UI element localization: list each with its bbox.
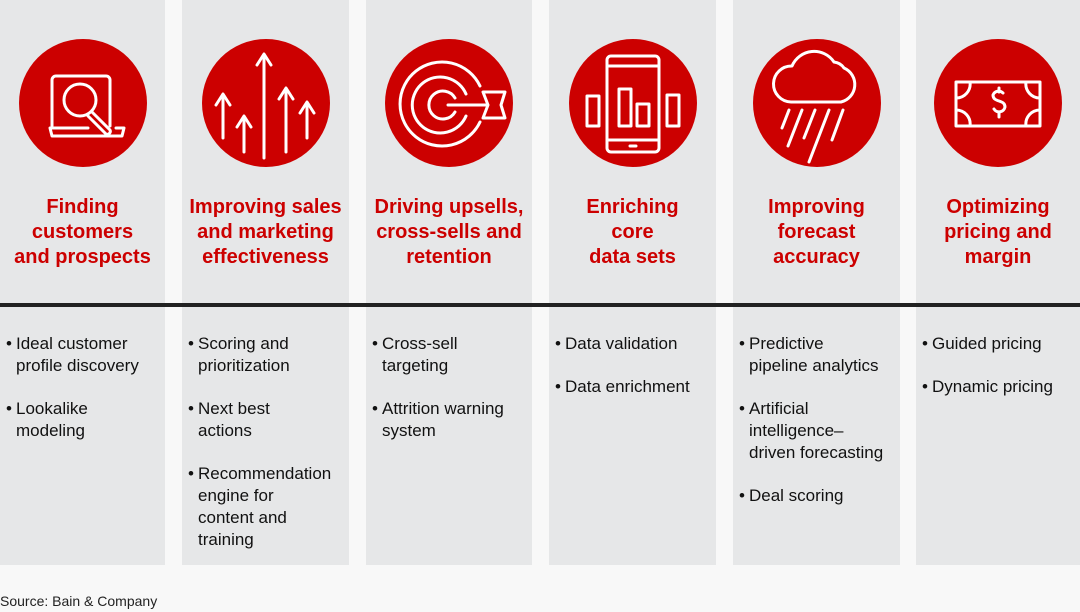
bullet-line: pipeline analytics <box>749 356 879 375</box>
column-title: Improving sales and marketing effectivenes… <box>182 195 349 270</box>
title-line: retention <box>406 246 492 268</box>
title-line: forecast <box>777 221 856 243</box>
title-line: Improving <box>768 196 865 218</box>
bullet-line: Data enrichment <box>565 377 690 396</box>
bullet-line: Predictive <box>749 334 824 353</box>
bullet-line: driven forecasting <box>749 443 884 462</box>
list-item: Deal scoring <box>739 485 896 507</box>
list-item: Predictive pipeline analytics <box>739 333 896 377</box>
column-5: Improving forecast accuracy Predictive pipel… <box>733 0 900 565</box>
column-6: Optimizing pricing and margin Guided pricin… <box>916 0 1080 565</box>
bullet-line: intelligence– <box>749 421 844 440</box>
bullet-line: Next best <box>198 399 270 418</box>
bullet-line: Deal scoring <box>749 486 844 505</box>
column-title: Improving forecast accuracy <box>733 195 900 270</box>
list-item: Data enrichment <box>555 376 712 398</box>
bullet-line: modeling <box>16 421 85 440</box>
title-line: Driving upsells, <box>374 196 524 218</box>
phone-chart-icon <box>568 39 697 167</box>
title-line: pricing and <box>944 221 1052 243</box>
bullet-list: Data validation Data enrichment <box>555 333 712 419</box>
column-title: Driving upsells, cross-sells and retention <box>366 195 532 270</box>
column-1: Finding customers and prospects Ideal custo… <box>0 0 165 565</box>
bullet-list: Guided pricing Dynamic pricing <box>922 333 1076 419</box>
title-line: Enriching <box>586 196 679 218</box>
divider-line <box>0 303 1080 307</box>
title-line: and prospects <box>14 246 151 268</box>
bullet-list: Predictive pipeline analytics Artificial in… <box>739 333 896 528</box>
bullet-line: profile discovery <box>16 356 139 375</box>
column-3: Driving upsells, cross-sells and retention… <box>366 0 532 565</box>
bullet-list: Scoring and prioritization Next best action… <box>188 333 345 572</box>
title-line: effectiveness <box>202 246 329 268</box>
title-line: Finding <box>46 196 119 218</box>
bullet-line: Attrition warning <box>382 399 504 418</box>
list-item: Next best actions <box>188 398 345 442</box>
list-item: Cross-sell targeting <box>372 333 528 377</box>
list-item: Ideal customer profile discovery <box>6 333 161 377</box>
list-item: Artificial intelligence– driven forecastin… <box>739 398 896 464</box>
bullet-list: Ideal customer profile discovery Lookalike… <box>6 333 161 463</box>
rising-arrows-icon <box>201 39 330 167</box>
title-line: core <box>611 221 654 243</box>
bullet-line: actions <box>198 421 252 440</box>
laptop-search-icon <box>18 39 147 167</box>
bullet-line: Artificial <box>749 399 809 418</box>
list-item: Scoring and prioritization <box>188 333 345 377</box>
bullet-line: content and <box>198 508 287 527</box>
title-line: data sets <box>589 246 676 268</box>
bullet-line: Dynamic pricing <box>932 377 1053 396</box>
bullet-line: prioritization <box>198 356 290 375</box>
bullet-line: Recommendation <box>198 464 332 483</box>
bullet-line: Scoring and <box>198 334 289 353</box>
bullet-line: Ideal customer <box>16 334 128 353</box>
title-line: and marketing <box>197 221 334 243</box>
rain-cloud-icon <box>752 39 881 167</box>
dollar-bill-icon <box>934 39 1062 167</box>
target-arrow-icon <box>385 39 513 167</box>
bullet-line: Guided pricing <box>932 334 1042 353</box>
column-title: Finding customers and prospects <box>0 195 165 270</box>
bullet-line: engine for <box>198 486 274 505</box>
bullet-line: training <box>198 530 254 549</box>
bullet-line: system <box>382 421 436 440</box>
bullet-line: Data validation <box>565 334 678 353</box>
title-line: Optimizing <box>946 196 1050 218</box>
title-line: cross-sells and <box>376 221 522 243</box>
list-item: Data validation <box>555 333 712 355</box>
list-item: Attrition warning system <box>372 398 528 442</box>
source-note: Source: Bain & Company <box>0 593 158 609</box>
list-item: Lookalike modeling <box>6 398 161 442</box>
list-item: Guided pricing <box>922 333 1076 355</box>
bullet-line: Cross-sell <box>382 334 458 353</box>
bullet-line: targeting <box>382 356 449 375</box>
bullet-line: Lookalike <box>16 399 88 418</box>
title-line: margin <box>964 246 1032 268</box>
column-title: Enriching core data sets <box>549 195 716 270</box>
title-line: accuracy <box>773 246 860 268</box>
title-line: customers <box>31 221 134 243</box>
bullet-list: Cross-sell targeting Attrition warning syst… <box>372 333 528 463</box>
list-item: Dynamic pricing <box>922 376 1076 398</box>
list-item: Recommendation engine for content and train… <box>188 463 345 551</box>
column-2: Improving sales and marketing effectivenes… <box>182 0 349 565</box>
title-line: Improving sales <box>189 196 342 218</box>
column-title: Optimizing pricing and margin <box>916 195 1080 270</box>
